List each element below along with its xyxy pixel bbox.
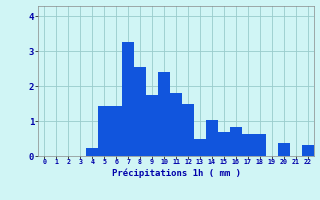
Bar bbox=[302, 145, 314, 156]
Bar bbox=[98, 106, 110, 156]
Bar bbox=[158, 72, 170, 156]
Bar bbox=[86, 148, 98, 156]
Bar bbox=[182, 104, 194, 156]
Bar bbox=[230, 127, 242, 156]
Bar bbox=[146, 95, 158, 156]
Bar bbox=[122, 42, 134, 156]
Bar bbox=[110, 106, 122, 156]
Bar bbox=[134, 67, 146, 156]
X-axis label: Précipitations 1h ( mm ): Précipitations 1h ( mm ) bbox=[111, 168, 241, 178]
Bar bbox=[194, 139, 206, 156]
Bar bbox=[170, 93, 182, 156]
Bar bbox=[278, 143, 290, 156]
Bar bbox=[254, 134, 266, 156]
Bar bbox=[218, 132, 230, 156]
Bar bbox=[242, 134, 254, 156]
Bar bbox=[206, 120, 218, 156]
